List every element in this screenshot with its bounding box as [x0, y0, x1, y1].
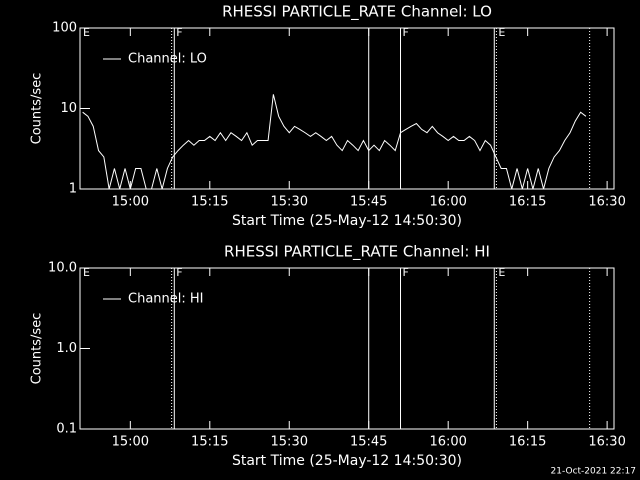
x-tick-label: 15:45	[350, 195, 387, 210]
x-tick-label: 15:30	[271, 435, 308, 450]
flag-label: F	[176, 26, 182, 39]
flag-label: F	[176, 266, 182, 279]
x-tick-label: 16:15	[509, 435, 546, 450]
footer-date: 21-Oct-2021 22:17	[551, 467, 636, 477]
flag-label: E	[83, 26, 90, 39]
x-tick-label: 15:00	[112, 195, 149, 210]
legend-label: Channel: HI	[128, 292, 204, 307]
chart-title: RHESSI PARTICLE_RATE Channel: LO	[222, 3, 492, 22]
y-axis-label: Counts/sec	[30, 73, 45, 145]
x-tick-label: 15:00	[112, 435, 149, 450]
x-axis-label: Start Time (25-May-12 14:50:30)	[232, 453, 462, 469]
x-tick-label: 16:30	[588, 435, 625, 450]
x-tick-label: 15:15	[191, 195, 228, 210]
x-tick-label: 16:00	[429, 195, 466, 210]
y-tick-label: 10.0	[48, 261, 77, 276]
y-tick-label: 1.0	[56, 341, 77, 356]
flag-label: E	[498, 26, 505, 39]
x-tick-label: 16:00	[429, 435, 466, 450]
chart-title: RHESSI PARTICLE_RATE Channel: HI	[224, 243, 490, 262]
y-tick-label: 1	[69, 182, 77, 197]
flag-label: E	[498, 266, 505, 279]
y-axis-label: Counts/sec	[30, 313, 45, 385]
y-tick-label: 0.1	[56, 422, 77, 437]
flag-label: F	[403, 26, 409, 39]
x-tick-label: 15:15	[191, 435, 228, 450]
y-tick-label: 10	[60, 101, 77, 116]
x-tick-label: 16:15	[509, 195, 546, 210]
data-line	[82, 94, 587, 190]
x-tick-label: 15:30	[271, 195, 308, 210]
legend-label: Channel: LO	[128, 52, 207, 67]
flag-label: E	[83, 266, 90, 279]
x-axis-label: Start Time (25-May-12 14:50:30)	[232, 213, 462, 229]
x-tick-label: 16:30	[588, 195, 625, 210]
x-tick-label: 15:45	[350, 435, 387, 450]
flag-label: F	[403, 266, 409, 279]
y-tick-label: 100	[52, 21, 77, 36]
